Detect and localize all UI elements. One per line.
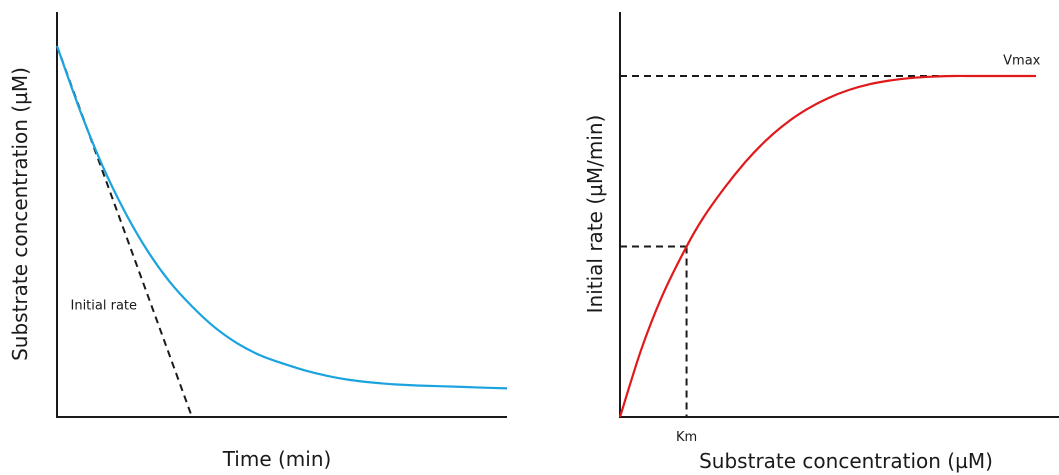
substrate-depletion-chart: Initial rate Time (min) Substrate concen… (8, 12, 508, 471)
y-axis-title: Substrate concentration (µM) (8, 67, 32, 361)
vmax-label: Vmax (1003, 53, 1041, 68)
michaelis-menten-chart: Vmax Km Substrate concentration (µM) Ini… (583, 12, 1059, 473)
substrate-curve (55, 45, 508, 390)
y-axis-title: Initial rate (µM/min) (583, 115, 607, 314)
initial-rate-label: Initial rate (71, 298, 138, 313)
km-label: Km (676, 430, 697, 445)
x-axis-title: Time (min) (222, 447, 332, 471)
x-axis-title: Substrate concentration (µM) (699, 449, 993, 473)
rate-curve (618, 74, 1036, 418)
